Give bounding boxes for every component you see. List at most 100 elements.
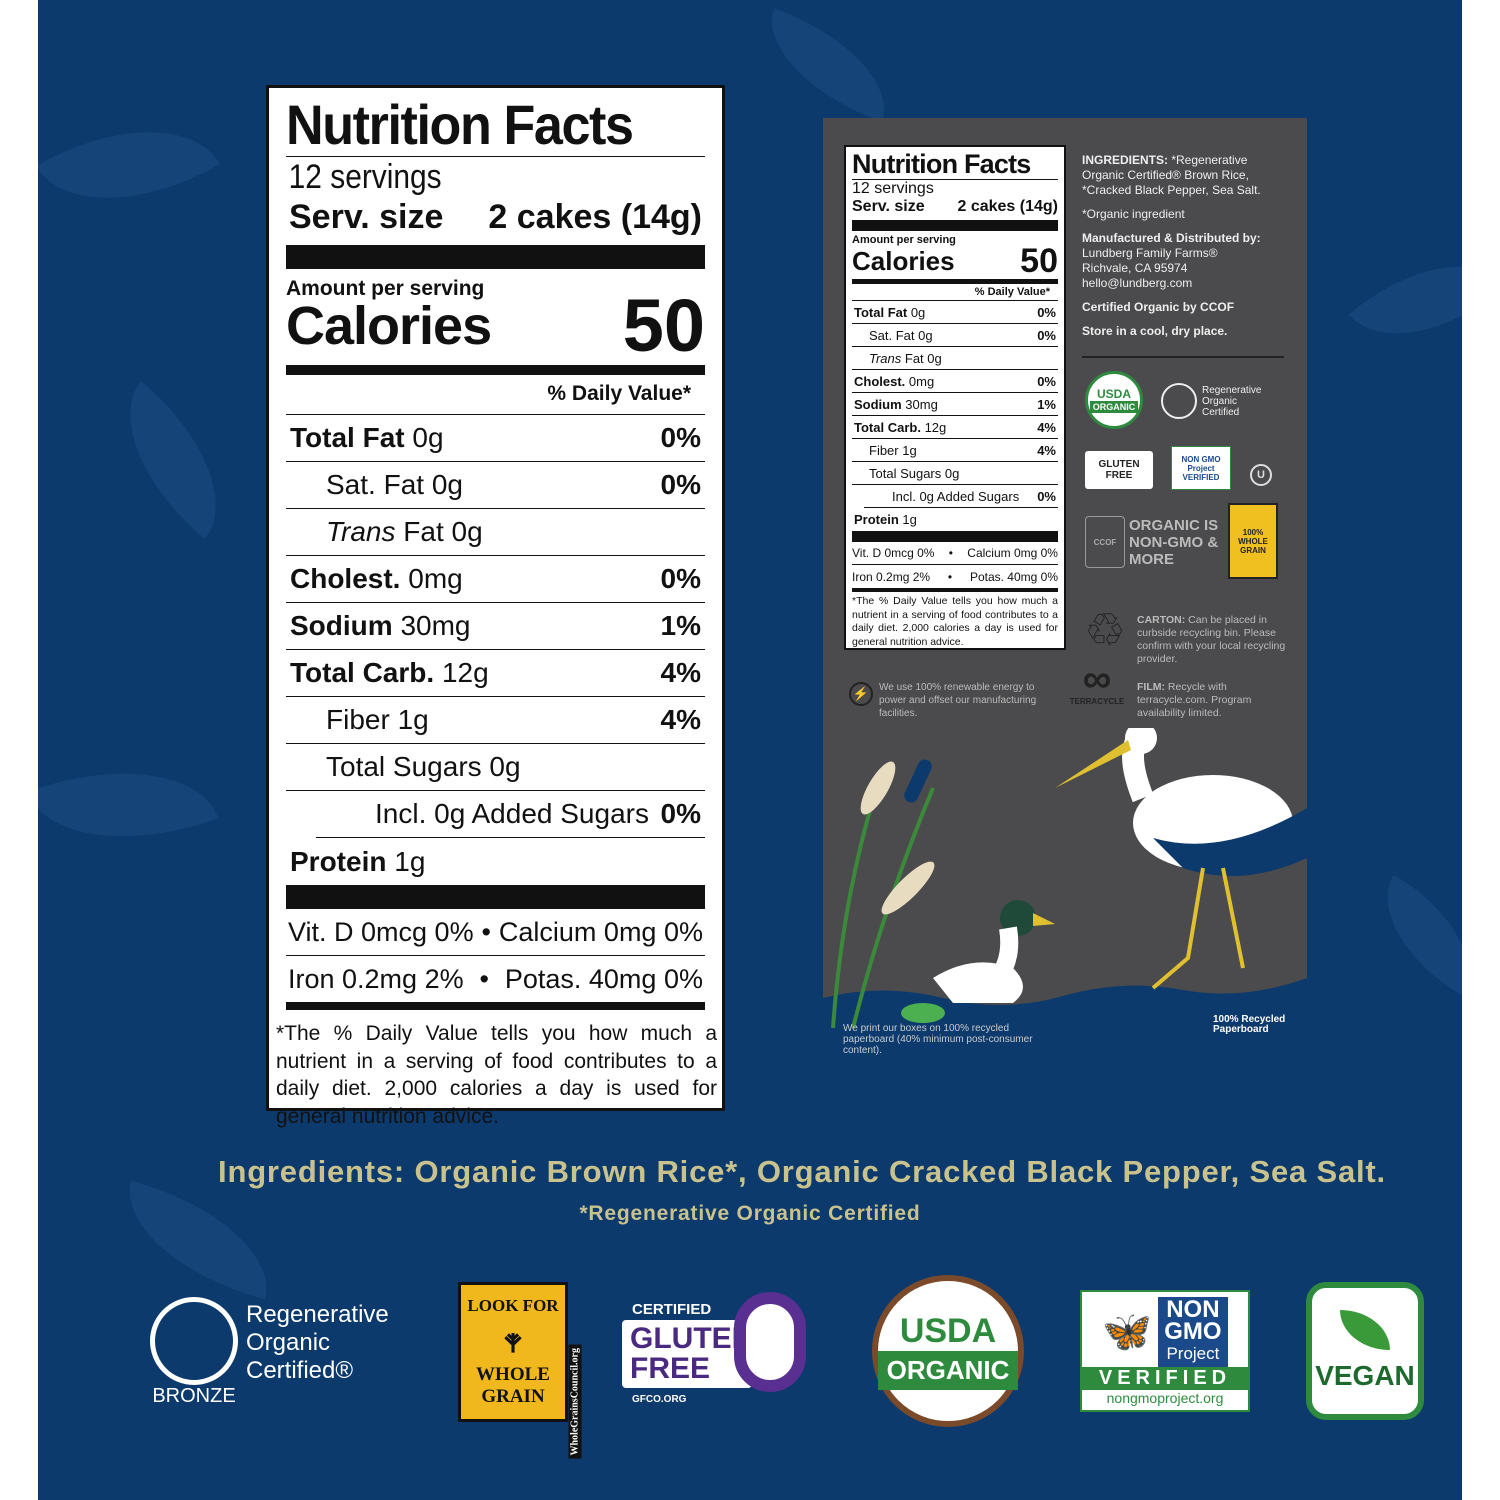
- vitamin-left: Iron 0.2mg 2%: [852, 569, 931, 584]
- nutrient-name: Sat. Fat 0g: [854, 328, 933, 343]
- non-text: NON: [1166, 1295, 1220, 1323]
- vitamin-row: Iron 0.2mg 2% • Potas. 40mg 0%: [286, 956, 705, 1003]
- nutrition-title: Nutrition Facts: [286, 93, 634, 156]
- wheat-icon: 𖥧: [503, 1319, 523, 1361]
- serving-size-label: Serv. size: [289, 198, 444, 236]
- vitamin-right: Potas. 40mg 0%: [969, 569, 1058, 584]
- bullet: •: [948, 546, 953, 560]
- nutrient-row: Fiber 1g 4%: [852, 439, 1058, 462]
- nutrient-label: Sat. Fat: [326, 469, 425, 500]
- nutrient-amount: 0g: [927, 350, 942, 366]
- roc-badge-small: Regenerative Organic Certified: [1161, 376, 1271, 426]
- duck-bill: [1033, 913, 1055, 926]
- box-nutrition-label: Nutrition Facts 12 servings Serv. size 2…: [844, 145, 1066, 650]
- whole-grain-url: WholeGrainsCouncil.org: [569, 1345, 582, 1459]
- leaf-icon: [1340, 1310, 1390, 1350]
- manufacturer-name: Lundberg Family Farms®: [1082, 246, 1218, 260]
- nutrition-title: Nutrition Facts: [852, 149, 1031, 179]
- nutrient-name: Total Sugars 0g: [854, 466, 959, 481]
- nutrient-row: Total Sugars 0g: [852, 462, 1058, 485]
- nutrient-amount: 30mg: [400, 610, 471, 641]
- nutrient-daily-value: 0%: [660, 798, 701, 829]
- film-heading: FILM:: [1137, 681, 1165, 693]
- nutrient-label: Total Sugars: [869, 465, 942, 481]
- duck-head: [1000, 900, 1036, 936]
- nutrient-name: Total Fat 0g: [854, 305, 925, 320]
- serving-size-label: Serv. size: [852, 198, 925, 215]
- nutrient-name: Total Carb. 12g: [290, 657, 489, 689]
- nutrient-amount: 1g: [397, 704, 429, 735]
- daily-value-header: % Daily Value*: [852, 284, 1058, 301]
- calories-value: 50: [622, 284, 705, 367]
- nutrient-daily-value: 1%: [660, 610, 701, 641]
- nutrient-label-suffix: Fat: [395, 516, 444, 547]
- amount-per-serving: Amount per serving: [852, 234, 956, 246]
- organic-text: ORGANIC: [878, 1351, 1018, 1390]
- terracycle-logo: ∞ TERRACYCLE: [1061, 658, 1133, 708]
- water: [823, 978, 1307, 1077]
- nutrient-amount: 0g: [918, 327, 933, 343]
- nutrient-name: Cholest. 0mg: [290, 563, 463, 595]
- roc-icon: [1161, 383, 1197, 419]
- nutrient-name: Incl. 0g Added Sugars: [320, 798, 649, 830]
- box-info-text: INGREDIENTS: *Regenerative Organic Certi…: [1082, 153, 1284, 348]
- free-text: FREE: [630, 1351, 711, 1385]
- serving-size: Serv. size 2 cakes (14g): [852, 197, 1058, 217]
- nutrient-name: Fiber 1g: [290, 704, 429, 736]
- energy-icon: ⚡: [849, 682, 873, 706]
- vitamin-left: Vit. D 0mcg 0%: [852, 546, 935, 560]
- kosher-icon: U: [1250, 464, 1272, 486]
- calories-label: Calories: [286, 296, 492, 356]
- nutrient-label: Total Carb.: [854, 419, 921, 435]
- roc-icon: [150, 1297, 238, 1385]
- roc-text-3: Certified®: [246, 1356, 354, 1384]
- nutrient-daily-value: 0%: [660, 469, 701, 500]
- serving-size-value: 2 cakes (14g): [488, 198, 702, 236]
- cattail: [904, 759, 932, 803]
- nutrient-daily-value: 4%: [1037, 419, 1056, 435]
- nutrient-amount: 0g: [489, 751, 521, 782]
- nutrient-row: Trans Fat 0g: [852, 347, 1058, 370]
- rice-grain: [860, 761, 896, 815]
- nutrient-rows: Total Fat 0g 0% Sat. Fat 0g 0% Trans Fat 0g C…: [286, 415, 705, 885]
- vitamin-right: Potas. 40mg 0%: [504, 964, 703, 994]
- roc-text-1: Regenerative: [246, 1300, 389, 1328]
- gmo-text: GMO: [1164, 1317, 1222, 1345]
- whole-grain-badge-small: 100% WHOLE GRAIN: [1228, 503, 1278, 579]
- nutrient-label: Incl. 0g Added Sugars: [892, 488, 1020, 504]
- duck-neck: [990, 926, 1019, 984]
- nutrient-name: Protein 1g: [854, 512, 917, 527]
- nutrient-name: Cholest. 0mg: [854, 374, 934, 389]
- heron-beak: [1055, 740, 1131, 788]
- nutrient-label: Protein: [290, 845, 387, 877]
- ingredients-text: *Regenerative Organic Certified® Brown R…: [1082, 153, 1261, 197]
- calories-value: 50: [1020, 242, 1058, 280]
- carton-text: CARTON: Can be placed in curbside recycl…: [1137, 614, 1297, 666]
- nutrient-daily-value: 4%: [660, 704, 701, 735]
- serving-size: Serv. size 2 cakes (14g): [286, 197, 705, 237]
- footnote: *The % Daily Value tells you how much a …: [276, 1022, 717, 1128]
- nutrient-row: Trans Fat 0g: [286, 509, 705, 556]
- non-gmo-logo: 🦋 NON GMO Project VERIFIED nongmoproject…: [1080, 1290, 1250, 1412]
- gfco-url: GFCO.ORG: [632, 1393, 687, 1405]
- nutrient-amount: 1g: [394, 845, 426, 877]
- vegan-logo: VEGAN: [1306, 1282, 1424, 1420]
- vitamin-row: Vit. D 0mcg 0% • Calcium 0mg 0%: [286, 909, 705, 956]
- nutrient-daily-value: 4%: [660, 657, 701, 688]
- roc-logo: BRONZE Regenerative Organic Certified®: [150, 1295, 410, 1410]
- amount-per-serving: Amount per serving: [286, 277, 485, 300]
- nutrient-label: Cholest.: [290, 563, 401, 594]
- paperboard-badge: 100% Recycled Paperboard: [1213, 1014, 1286, 1035]
- vitamin-right: Calcium 0mg 0%: [967, 546, 1058, 560]
- carton-body: Can be placed in curbside recycling bin.…: [1137, 614, 1286, 665]
- gfco-g-icon: [734, 1292, 806, 1392]
- nutrient-row: Incl. 0g Added Sugars 0%: [864, 485, 1058, 508]
- nutrient-amount: 12g: [441, 657, 489, 688]
- nutrient-label: Cholest.: [854, 373, 906, 389]
- nutrient-daily-value: 4%: [1037, 442, 1056, 458]
- nutrient-row: Total Fat 0g 0%: [852, 301, 1058, 324]
- usda-organic-logo: USDA ORGANIC: [872, 1275, 1024, 1427]
- ccof-badge: CCOF: [1085, 516, 1125, 568]
- nutrient-name: Trans Fat 0g: [854, 351, 942, 366]
- nutrient-row: Cholest. 0mg 0%: [852, 370, 1058, 393]
